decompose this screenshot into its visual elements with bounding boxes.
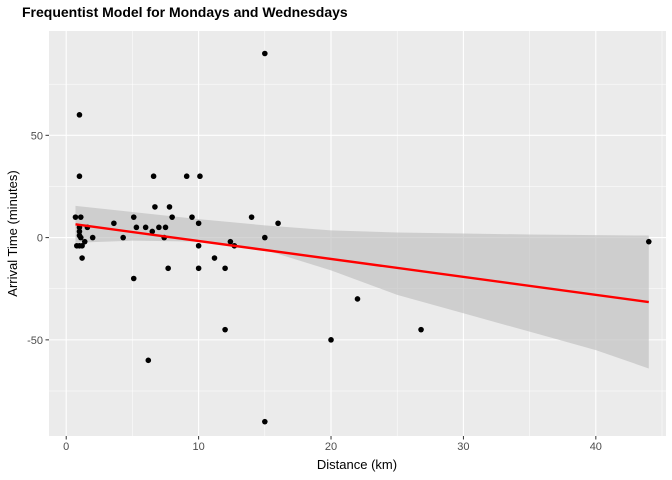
data-point — [195, 220, 202, 227]
points-layer — [72, 50, 652, 425]
chart-title: Frequentist Model for Mondays and Wednes… — [22, 4, 348, 20]
fit-line-layer — [75, 223, 649, 304]
data-point — [222, 265, 228, 272]
data-point — [79, 242, 85, 249]
data-point — [262, 50, 268, 57]
data-point — [76, 228, 83, 235]
data-point — [354, 296, 361, 302]
data-point — [89, 234, 96, 241]
data-point — [169, 214, 175, 220]
data-point — [76, 112, 83, 118]
y-axis-title: Arrival Time (minutes) — [5, 170, 20, 296]
data-point — [130, 214, 137, 220]
data-point — [149, 228, 156, 235]
x-tick-label: 10 — [192, 441, 204, 453]
data-point — [166, 204, 173, 210]
confidence-band-layer — [75, 205, 649, 369]
data-point — [145, 357, 152, 364]
data-point — [195, 265, 202, 272]
data-point — [262, 418, 268, 425]
data-point — [328, 337, 334, 343]
axis-layer: 0 10 20 30 40 -50 0 50 — [27, 130, 602, 453]
confidence-band — [75, 205, 649, 369]
x-tick-label: 40 — [590, 441, 602, 453]
y-tick-label: 50 — [31, 130, 43, 142]
data-point — [165, 265, 171, 272]
data-point — [248, 214, 255, 220]
data-point — [222, 326, 228, 333]
data-point — [150, 173, 157, 180]
data-point — [72, 214, 79, 220]
x-tick-label: 0 — [63, 441, 69, 453]
data-point — [77, 214, 84, 220]
data-point — [156, 224, 162, 231]
data-point — [111, 220, 117, 227]
data-point — [195, 242, 202, 249]
y-tick-label: 0 — [37, 233, 43, 245]
x-axis-title: Distance (km) — [317, 457, 397, 472]
x-tick-label: 20 — [325, 441, 337, 453]
data-point — [79, 255, 85, 261]
data-point — [81, 238, 88, 245]
data-point — [142, 224, 149, 231]
data-point — [211, 255, 218, 261]
data-point — [162, 224, 169, 231]
data-point — [152, 204, 158, 210]
data-point — [262, 234, 268, 241]
data-point — [227, 238, 234, 245]
data-point — [418, 326, 424, 333]
data-point — [189, 214, 195, 220]
data-point — [120, 234, 126, 241]
regression-line — [75, 223, 649, 304]
data-point — [275, 220, 281, 227]
data-point — [183, 173, 190, 180]
data-point — [645, 238, 652, 245]
data-point — [133, 224, 140, 231]
y-tick-label: -50 — [27, 335, 43, 347]
data-point — [76, 173, 83, 180]
data-point — [197, 173, 203, 180]
data-point — [130, 275, 137, 282]
data-point — [77, 234, 84, 241]
x-tick-label: 30 — [457, 441, 469, 453]
